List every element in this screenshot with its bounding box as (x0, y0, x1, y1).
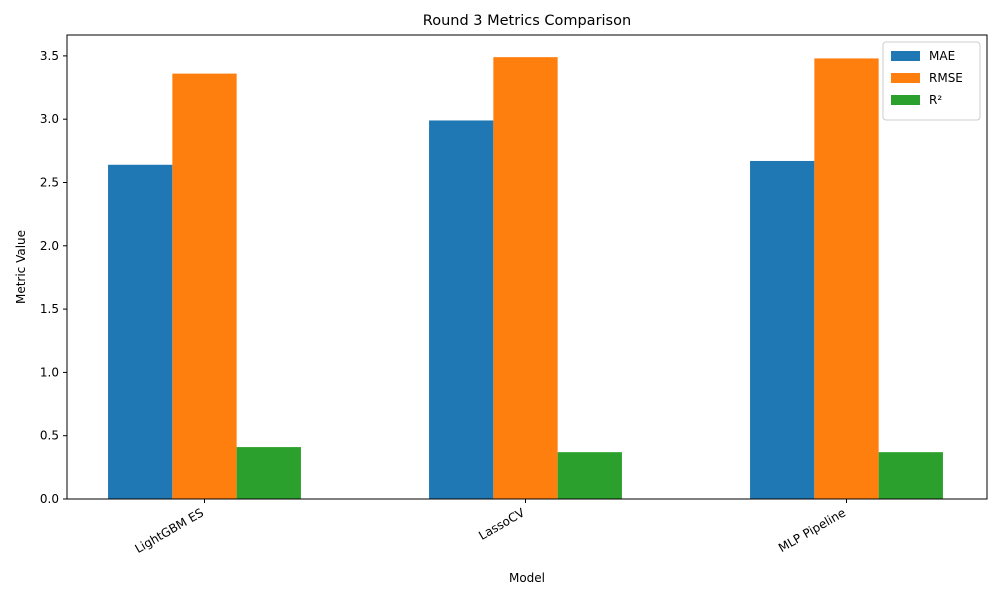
bar-r-1 (557, 452, 622, 499)
y-tick-label: 3.0 (40, 112, 59, 126)
bar-rmse-0 (172, 73, 237, 500)
bar-mae-2 (750, 160, 815, 499)
y-tick-label: 0.0 (40, 492, 59, 506)
y-tick-label: 0.5 (40, 429, 59, 443)
x-tick-label: LightGBM ES (132, 505, 206, 556)
legend-swatch (891, 73, 920, 83)
y-tick-label: 3.5 (40, 49, 59, 63)
legend-label: R² (929, 93, 942, 107)
y-axis-label: Metric Value (14, 230, 28, 304)
bar-rmse-1 (493, 57, 558, 499)
x-tick-label: MLP Pipeline (776, 505, 848, 555)
bar-mae-0 (108, 164, 173, 499)
y-tick-label: 1.5 (40, 302, 59, 316)
legend-label: RMSE (929, 71, 963, 85)
y-tick-label: 1.0 (40, 365, 59, 379)
y-tick-label: 2.0 (40, 239, 59, 253)
y-tick-label: 2.5 (40, 175, 59, 189)
chart-title: Round 3 Metrics Comparison (423, 13, 631, 29)
bars-group (108, 57, 943, 500)
bar-r-0 (236, 447, 301, 499)
x-axis-label: Model (509, 571, 545, 585)
plot-frame (66, 34, 988, 500)
legend-swatch (891, 51, 920, 61)
y-axis: 0.0 0.5 1.0 1.5 2.0 2.5 3.0 3.5 (40, 49, 67, 506)
bar-r-2 (878, 452, 943, 499)
x-tick-label: LassoCV (476, 505, 527, 543)
legend-swatch (891, 95, 920, 105)
bar-mae-1 (429, 120, 494, 500)
legend-label: MAE (929, 49, 955, 63)
legend: MAE RMSE R² (882, 41, 981, 121)
bar-rmse-2 (814, 58, 879, 500)
x-axis: LightGBM ES LassoCV MLP Pipeline (132, 499, 848, 556)
